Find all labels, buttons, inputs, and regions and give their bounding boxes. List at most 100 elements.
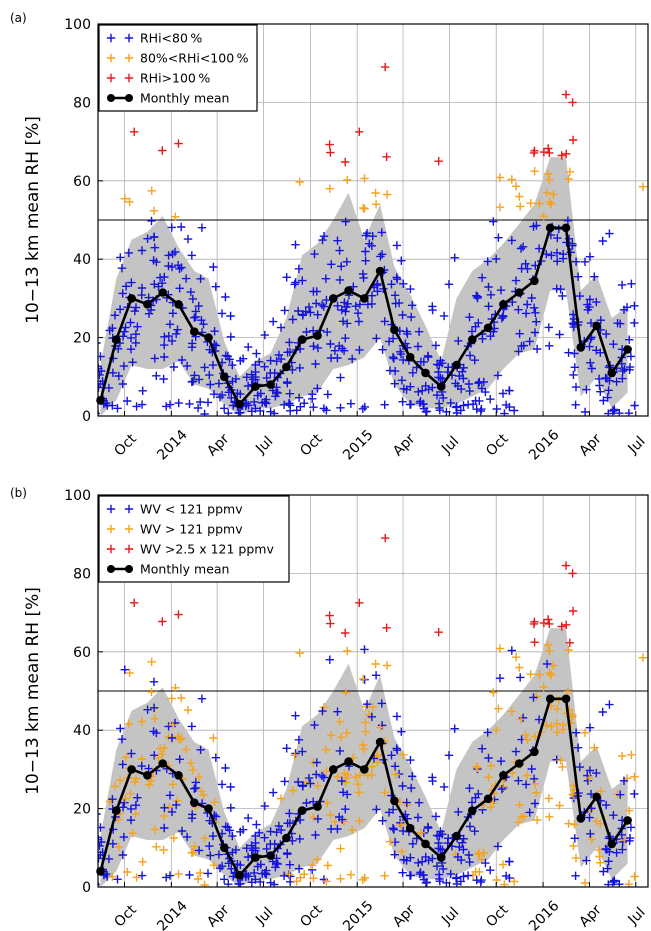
data-point (455, 371, 464, 381)
data-point (114, 371, 123, 381)
data-point (282, 744, 291, 753)
monthly-mean-marker (158, 759, 167, 768)
data-point (319, 302, 328, 311)
data-point (553, 704, 562, 714)
data-point (473, 292, 482, 301)
y-tick-label: 0 (82, 880, 91, 896)
legend-marker (106, 544, 116, 554)
data-point (313, 814, 323, 824)
data-point (126, 318, 135, 327)
data-point (196, 745, 205, 754)
monthly-mean-marker (390, 796, 399, 806)
panel-label: (b) (10, 486, 27, 500)
data-point (495, 203, 505, 212)
data-point (169, 833, 178, 843)
data-point (326, 824, 336, 834)
data-point (147, 216, 156, 226)
monthly-mean-marker (530, 747, 539, 757)
outlier-point (130, 127, 139, 136)
monthly-mean-marker (561, 223, 571, 233)
legend-marker (124, 544, 134, 554)
data-point (624, 409, 634, 416)
data-point (290, 751, 299, 760)
data-point (199, 320, 208, 329)
data-point (436, 827, 445, 836)
data-point (250, 868, 259, 878)
data-point (279, 400, 289, 409)
data-point (160, 803, 169, 812)
data-point (414, 858, 423, 867)
data-point (319, 773, 328, 782)
data-point (507, 236, 516, 245)
data-point (312, 287, 321, 296)
data-point (276, 323, 286, 332)
data-point (497, 314, 507, 323)
data-point (236, 860, 245, 870)
data-point (428, 773, 437, 782)
data-point (238, 354, 248, 363)
y-tick-label: 80 (73, 95, 91, 111)
data-point (164, 722, 173, 731)
data-point (190, 371, 199, 380)
data-point (116, 724, 125, 733)
data-point (308, 861, 317, 870)
data-point (325, 611, 334, 620)
data-point (211, 753, 220, 762)
outlier-point (561, 90, 571, 99)
data-point (354, 317, 364, 326)
data-point (398, 310, 407, 320)
data-point (121, 323, 130, 332)
data-point (177, 222, 186, 232)
data-point (167, 807, 177, 817)
data-point (346, 870, 356, 879)
data-point (298, 747, 307, 756)
monthly-mean-marker (329, 765, 338, 774)
data-point (562, 620, 571, 629)
data-point (266, 356, 275, 365)
data-point (337, 733, 346, 742)
data-point (108, 839, 118, 848)
data-point (459, 872, 468, 881)
data-point (624, 880, 634, 887)
data-point (196, 397, 205, 407)
data-point (476, 877, 485, 887)
data-point (598, 707, 607, 717)
x-tick-label: Oct (297, 902, 326, 931)
data-point (175, 755, 184, 764)
data-point (470, 827, 479, 836)
data-point (209, 733, 218, 743)
data-point (521, 259, 530, 268)
data-point (382, 190, 392, 199)
data-point (380, 788, 389, 797)
data-point (124, 248, 133, 258)
data-point (341, 805, 350, 814)
data-point (625, 806, 634, 815)
data-point (598, 236, 607, 246)
data-point (188, 848, 198, 857)
data-point (115, 776, 125, 785)
data-point (355, 345, 364, 355)
data-point (342, 302, 351, 312)
monthly-mean-marker (344, 286, 353, 295)
data-point (618, 374, 627, 383)
data-point (408, 839, 417, 848)
data-point (558, 762, 567, 772)
monthly-mean-marker (174, 771, 183, 780)
data-point (471, 322, 480, 331)
data-point (594, 845, 604, 855)
data-point (203, 398, 213, 407)
data-point (127, 749, 136, 758)
data-point (223, 823, 232, 832)
data-point (121, 753, 131, 762)
data-point (476, 406, 485, 416)
x-tick-label: 2015 (340, 898, 377, 931)
monthly-mean-marker (329, 294, 338, 303)
data-point (288, 315, 297, 324)
data-point (342, 728, 351, 737)
data-point (529, 303, 539, 312)
data-point (342, 257, 351, 266)
data-point (283, 348, 292, 357)
data-point (191, 778, 200, 787)
data-point (564, 645, 573, 655)
data-point (177, 355, 187, 365)
